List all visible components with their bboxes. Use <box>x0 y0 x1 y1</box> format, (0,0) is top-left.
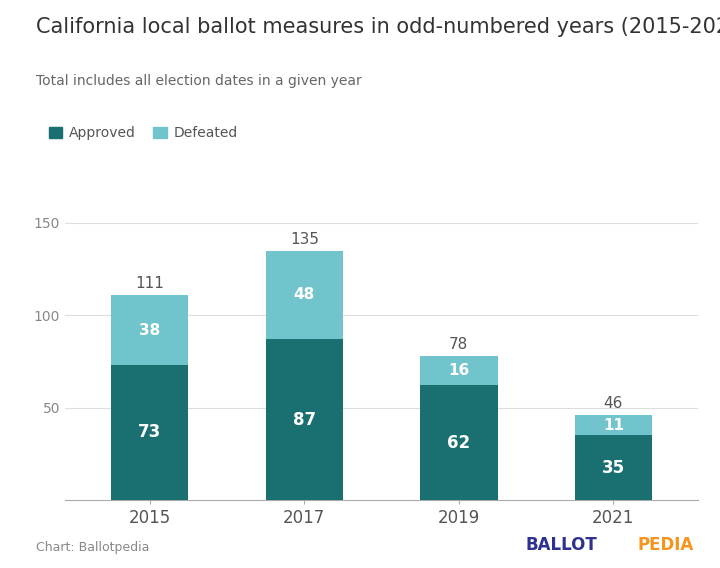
Bar <box>111 365 189 500</box>
Bar <box>575 435 652 500</box>
Text: California local ballot measures in odd-numbered years (2015-2021): California local ballot measures in odd-… <box>36 17 720 37</box>
Text: 111: 111 <box>135 276 164 291</box>
Text: 38: 38 <box>139 323 161 337</box>
Bar <box>420 385 498 500</box>
Text: Chart: Ballotpedia: Chart: Ballotpedia <box>36 541 149 554</box>
Bar <box>575 415 652 435</box>
Text: Total includes all election dates in a given year: Total includes all election dates in a g… <box>36 74 361 88</box>
Bar <box>266 250 343 339</box>
Text: 46: 46 <box>603 396 623 411</box>
Bar <box>266 339 343 500</box>
Bar <box>111 295 189 365</box>
Text: 78: 78 <box>449 337 469 352</box>
Text: 87: 87 <box>293 411 316 428</box>
Text: 48: 48 <box>294 287 315 302</box>
Legend: Approved, Defeated: Approved, Defeated <box>43 120 243 145</box>
Text: 135: 135 <box>290 232 319 247</box>
Bar <box>420 356 498 385</box>
Text: BALLOT: BALLOT <box>526 536 598 554</box>
Text: 73: 73 <box>138 424 161 441</box>
Text: 16: 16 <box>449 363 469 378</box>
Text: PEDIA: PEDIA <box>637 536 693 554</box>
Text: 62: 62 <box>447 433 470 452</box>
Text: 11: 11 <box>603 417 624 433</box>
Text: 35: 35 <box>602 458 625 477</box>
